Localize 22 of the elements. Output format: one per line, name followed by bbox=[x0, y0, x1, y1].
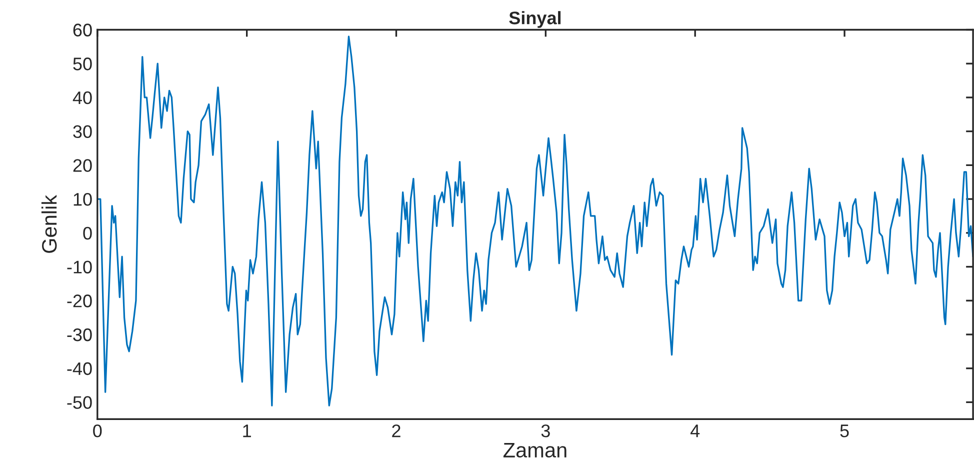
x-tick-label: 4 bbox=[690, 424, 700, 438]
y-tick-label: -30 bbox=[67, 328, 92, 342]
x-tick-label: 0 bbox=[93, 424, 102, 438]
x-axis-title: Zaman bbox=[503, 442, 566, 458]
y-tick-label: 0 bbox=[83, 226, 92, 240]
y-tick-label: 10 bbox=[74, 192, 92, 206]
x-tick-label: 3 bbox=[541, 424, 550, 438]
line-series bbox=[98, 36, 974, 406]
x-tick-label: 2 bbox=[392, 424, 400, 438]
y-tick-label: 40 bbox=[72, 91, 92, 104]
y-tick-label: 20 bbox=[73, 159, 92, 172]
y-tick-label: -10 bbox=[67, 260, 92, 274]
chart-title: Sinyal bbox=[509, 11, 561, 28]
y-tick-label: 50 bbox=[73, 58, 92, 70]
y-tick-label: 30 bbox=[73, 125, 92, 138]
x-tick-label: 1 bbox=[243, 424, 251, 438]
y-axis-title: Genlik bbox=[41, 194, 57, 253]
y-tick-label: -50 bbox=[67, 396, 92, 409]
x-tick-label: 5 bbox=[840, 424, 849, 438]
y-tick-label: -40 bbox=[67, 362, 92, 376]
y-tick-label: 60 bbox=[73, 24, 92, 36]
y-tick-label: -20 bbox=[67, 294, 92, 308]
